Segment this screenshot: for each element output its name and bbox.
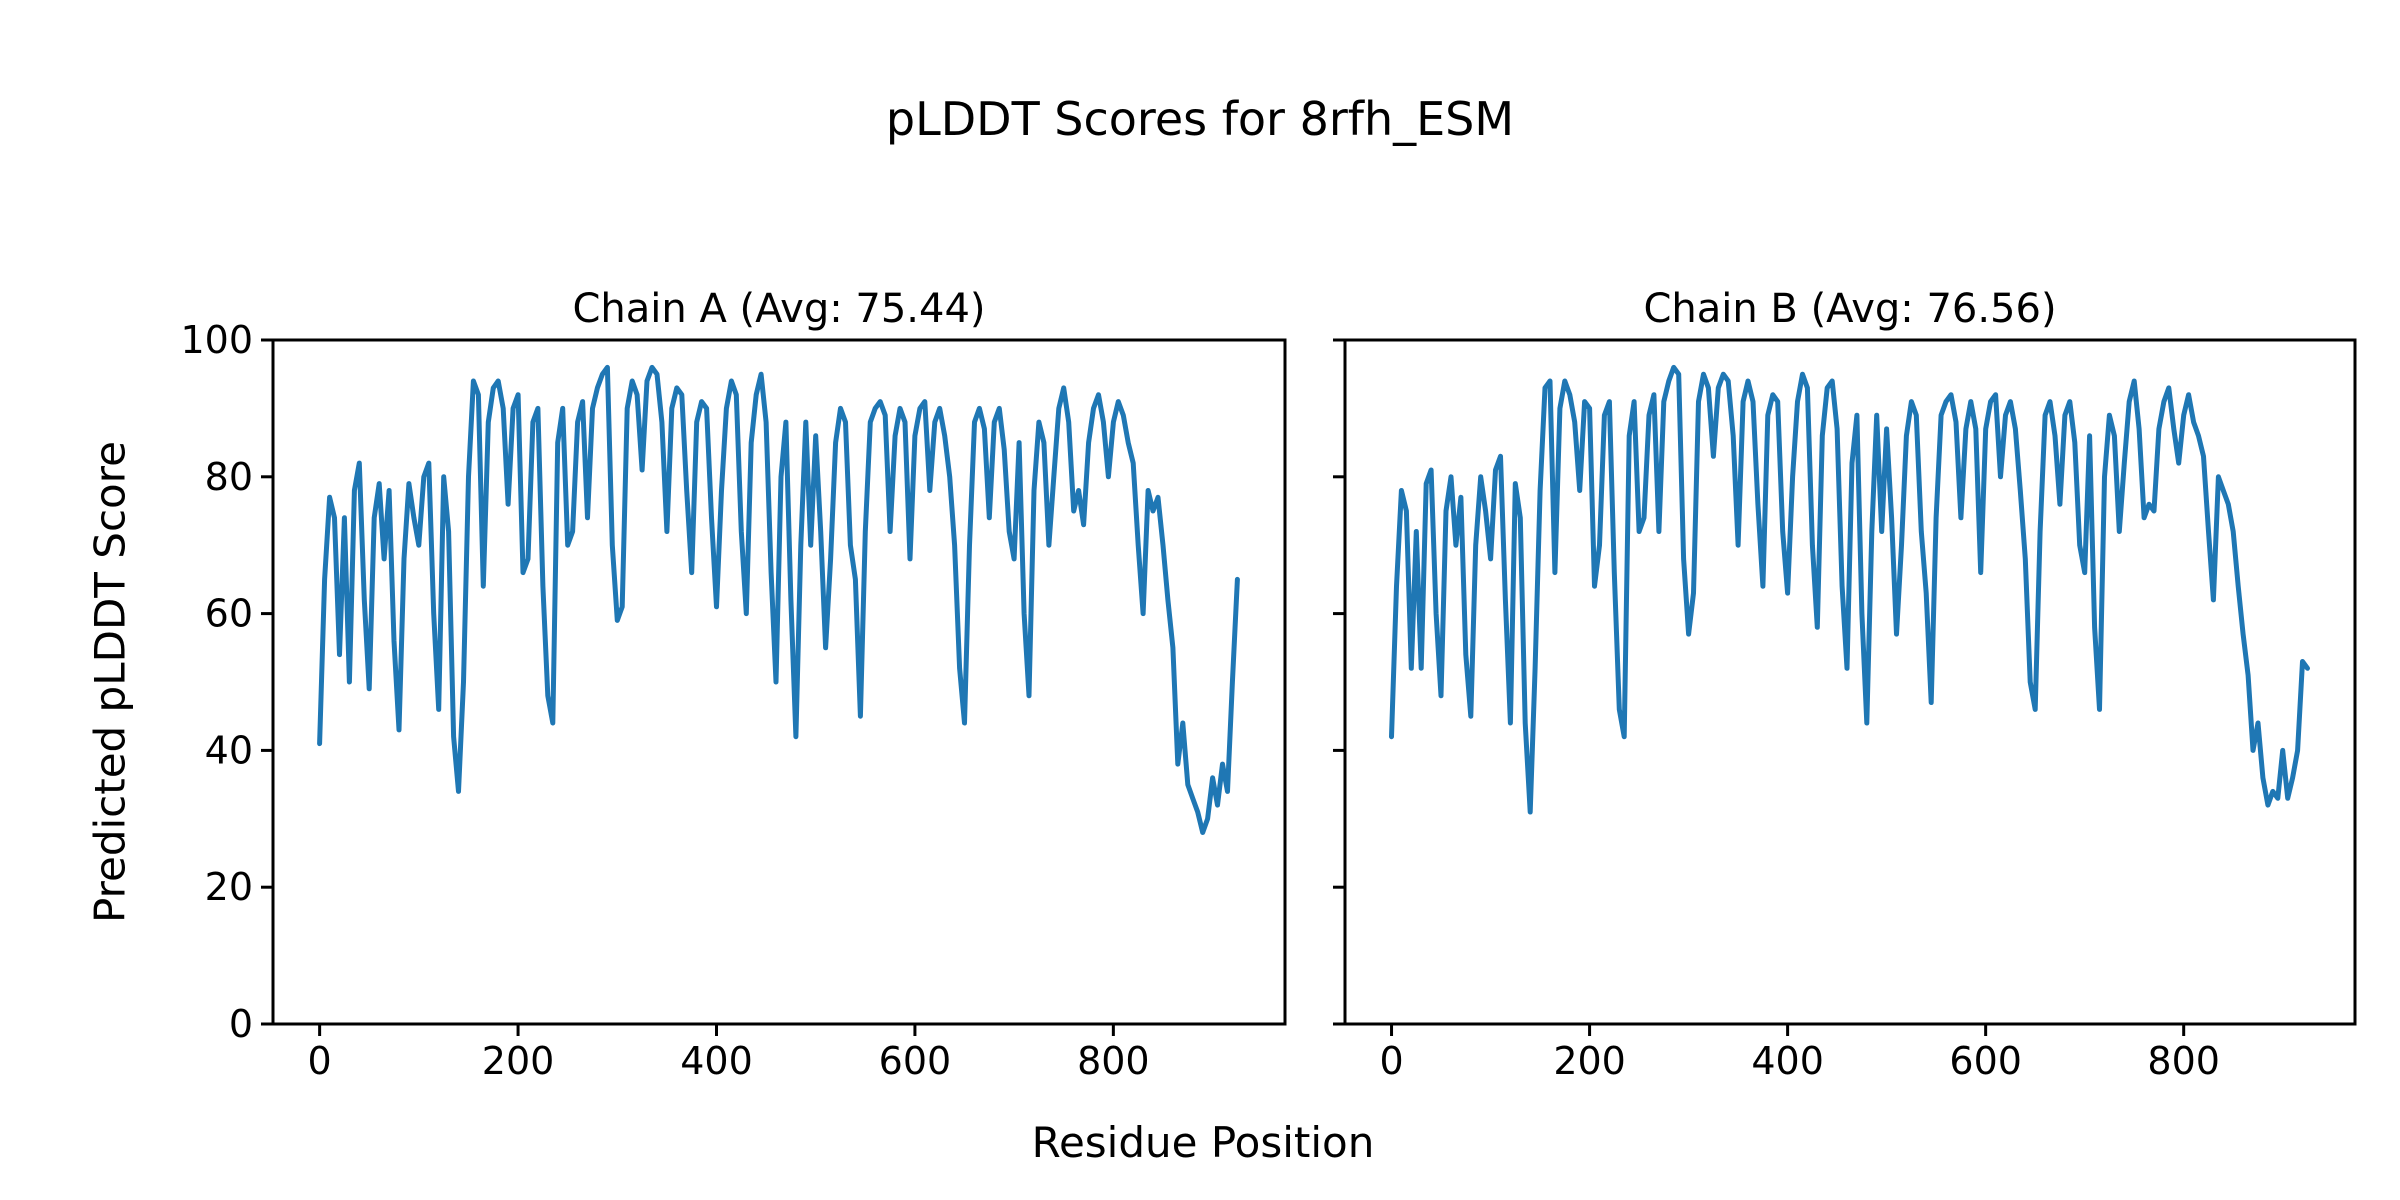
y-axis-label: Predicted pLDDT Score bbox=[85, 441, 135, 923]
svg-text:0: 0 bbox=[308, 1039, 332, 1083]
svg-text:40: 40 bbox=[205, 728, 253, 772]
svg-text:400: 400 bbox=[680, 1039, 753, 1083]
chain-b-title: Chain B (Avg: 76.56) bbox=[1643, 286, 2057, 332]
svg-text:800: 800 bbox=[2147, 1039, 2220, 1083]
svg-text:600: 600 bbox=[879, 1039, 952, 1083]
svg-text:600: 600 bbox=[1949, 1039, 2022, 1083]
svg-text:200: 200 bbox=[482, 1039, 555, 1083]
chain-b-line-chart: 0 200 400 600 800 bbox=[1333, 338, 2357, 1083]
svg-text:400: 400 bbox=[1751, 1039, 1824, 1083]
svg-text:200: 200 bbox=[1553, 1039, 1626, 1083]
svg-text:80: 80 bbox=[205, 455, 253, 499]
svg-text:800: 800 bbox=[1077, 1039, 1150, 1083]
svg-text:60: 60 bbox=[205, 592, 253, 636]
chain-a-line-chart: 0 200 400 600 800 0 20 40 60 80 100 bbox=[180, 318, 1287, 1083]
svg-text:100: 100 bbox=[180, 318, 253, 362]
figure-title: pLDDT Scores for 8rfh_ESM bbox=[885, 92, 1515, 146]
svg-text:0: 0 bbox=[1379, 1039, 1403, 1083]
svg-text:0: 0 bbox=[229, 1002, 253, 1046]
chain-a-title: Chain A (Avg: 75.44) bbox=[572, 286, 986, 332]
svg-text:20: 20 bbox=[205, 865, 253, 909]
x-axis-label: Residue Position bbox=[1031, 1118, 1375, 1167]
